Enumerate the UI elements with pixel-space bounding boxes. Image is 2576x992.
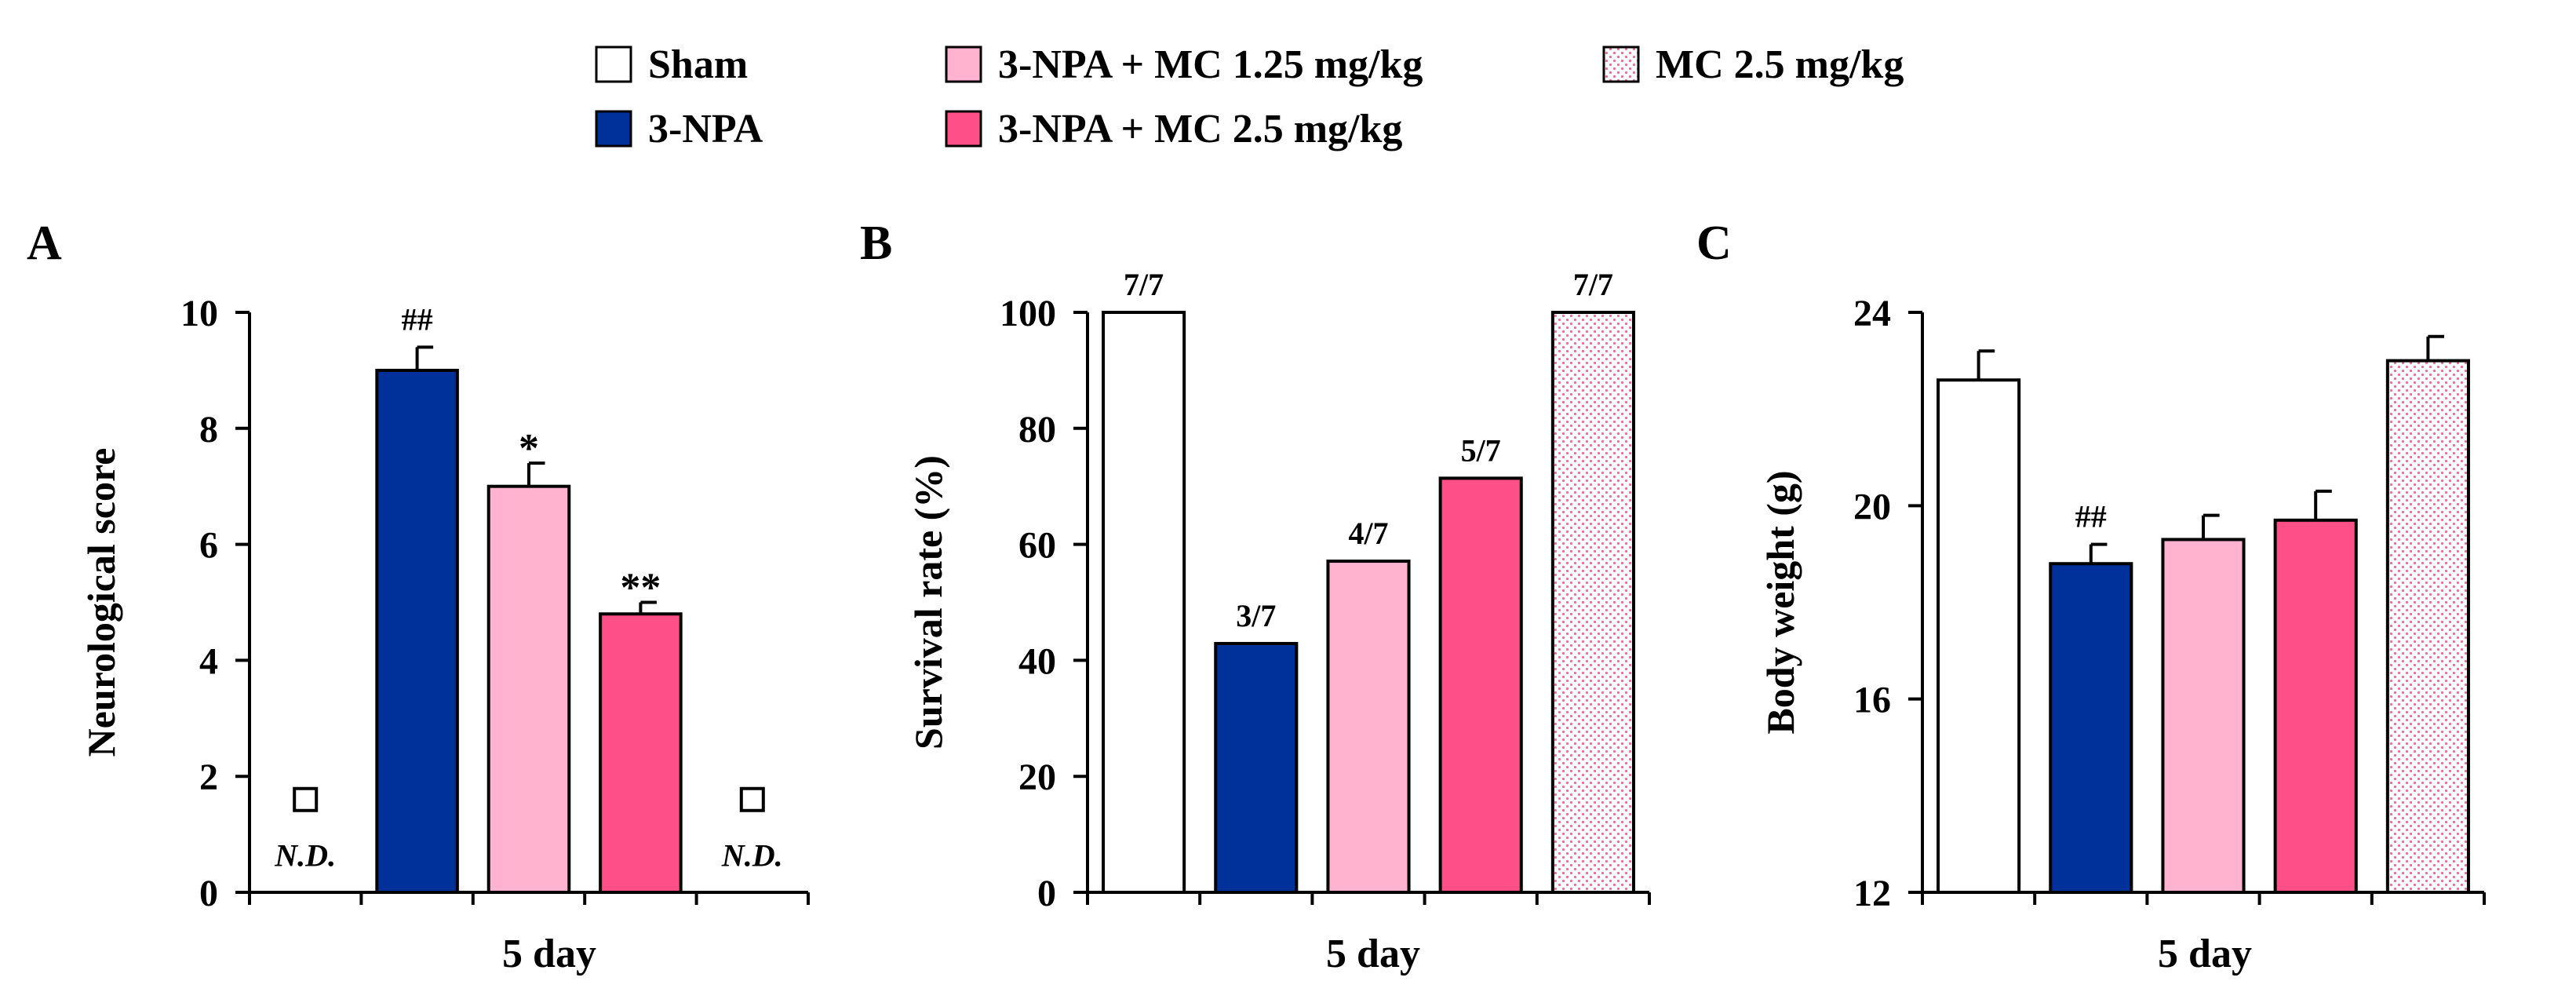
legend-label: Sham xyxy=(648,42,748,87)
bar-1 xyxy=(1214,641,1299,894)
annotation: * xyxy=(519,426,539,471)
bar-1 xyxy=(375,368,459,894)
bar-2 xyxy=(1326,560,1411,894)
annotation: 7/7 xyxy=(1573,267,1613,302)
legend-swatch xyxy=(595,110,632,148)
annotation: ## xyxy=(402,301,433,337)
y-tick-label: 16 xyxy=(1853,680,1891,721)
y-axis-label: Survival rate (%) xyxy=(906,455,950,749)
annotation: 7/7 xyxy=(1124,267,1164,302)
annotation: ## xyxy=(2075,499,2107,534)
y-tick-label: 0 xyxy=(1037,873,1056,914)
y-tick-label: 10 xyxy=(180,293,218,334)
legend-swatch xyxy=(1602,46,1640,83)
y-tick-label: 6 xyxy=(199,525,218,567)
legend-swatch xyxy=(945,46,982,83)
bar-0 xyxy=(1937,378,2021,894)
panel-letter: A xyxy=(27,217,62,270)
nd-label: N.D. xyxy=(721,838,783,873)
y-tick-label: 20 xyxy=(1018,757,1056,798)
annotation: 4/7 xyxy=(1348,516,1388,551)
y-tick-label: 0 xyxy=(199,873,218,914)
bar-2 xyxy=(2161,538,2246,894)
bar-2 xyxy=(486,484,571,894)
y-tick-label: 2 xyxy=(199,757,218,798)
annotation: ** xyxy=(620,566,661,611)
legend-label: 3-NPA xyxy=(648,107,763,151)
annotation: 3/7 xyxy=(1236,598,1276,633)
y-tick-label: 80 xyxy=(1018,409,1056,450)
legend-label: 3-NPA + MC 2.5 mg/kg xyxy=(998,107,1402,151)
legend-label: MC 2.5 mg/kg xyxy=(1656,42,1904,87)
legend-swatch xyxy=(595,46,632,83)
y-axis-label: Neurological score xyxy=(79,448,123,757)
x-axis-label: 5 day xyxy=(1326,932,1420,976)
legend: Sham 3-NPA 3-NPA + MC 1.25 mg/kg 3-NPA + MC… xyxy=(595,42,1904,151)
bar-0 xyxy=(1102,311,1186,894)
y-tick-label: 4 xyxy=(199,640,218,682)
legend-swatch xyxy=(945,110,982,148)
y-axis-label: Body weight (g) xyxy=(1758,470,1802,734)
panel-letter: B xyxy=(860,217,892,270)
bar-4 xyxy=(2385,359,2470,895)
bar-1 xyxy=(2049,562,2133,894)
panel-c: C 12 16 20 24 Body weight (g) 5 day ## xyxy=(1696,217,2486,976)
annotation: 5/7 xyxy=(1461,432,1501,468)
bar-3 xyxy=(599,612,683,895)
x-axis-label: 5 day xyxy=(502,932,596,976)
y-tick-label: 24 xyxy=(1853,293,1891,334)
bar-3 xyxy=(2273,518,2358,895)
panel-letter: C xyxy=(1696,217,1732,270)
nd-marker xyxy=(739,786,765,812)
x-axis-label: 5 day xyxy=(2158,932,2252,976)
y-tick-label: 20 xyxy=(1853,486,1891,527)
bar-3 xyxy=(1438,476,1523,894)
y-tick-label: 8 xyxy=(199,409,218,450)
y-tick-label: 100 xyxy=(1000,293,1056,334)
panel-b: B 0 20 40 60 80 100 Survival rate (%) 5 day 7/7 3/… xyxy=(860,217,1651,976)
bar-4 xyxy=(1550,311,1635,894)
nd-label: N.D. xyxy=(274,838,336,873)
y-tick-label: 60 xyxy=(1018,525,1056,567)
y-tick-label: 12 xyxy=(1853,873,1891,914)
y-tick-label: 40 xyxy=(1018,640,1056,682)
nd-marker xyxy=(293,786,319,812)
legend-label: 3-NPA + MC 1.25 mg/kg xyxy=(998,42,1423,87)
